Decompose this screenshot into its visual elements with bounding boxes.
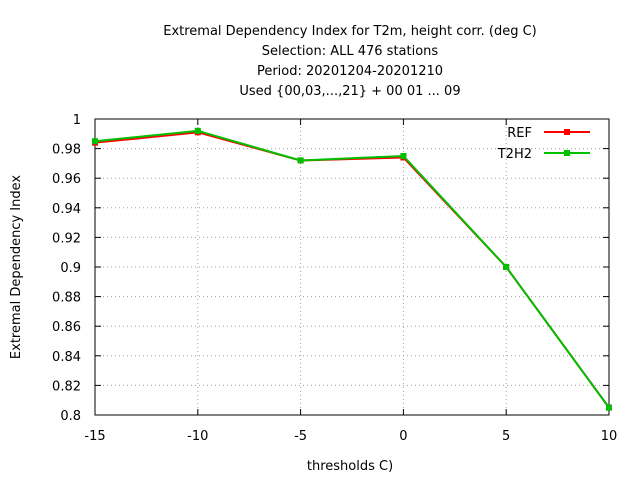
data-point-t2h2: [503, 264, 510, 270]
x-axis-label: thresholds C): [307, 459, 393, 474]
x-tick-label: 0: [399, 429, 407, 444]
y-tick-labels: 0.8 0.82 0.84 0.86 0.88 0.9 0.92 0.94 0.96 0.98 1: [52, 113, 81, 424]
y-axis-label: Extremal Dependency Index: [9, 175, 24, 359]
data-point-t2h2: [92, 138, 98, 145]
legend: REF T2H2: [497, 126, 590, 162]
title-line-0: Extremal Dependency Index for T2m, heigh…: [163, 24, 537, 39]
y-tick-label: 0.88: [52, 291, 81, 306]
data-point-t2h2: [606, 404, 612, 411]
title-line-2: Period: 20201204-20201210: [257, 64, 443, 79]
y-tick-label: 1: [73, 113, 81, 128]
x-tick-label: -5: [294, 429, 307, 444]
legend-marker-ref: [564, 129, 570, 135]
legend-label-ref: REF: [507, 126, 532, 141]
y-tick-label: 0.84: [52, 350, 81, 365]
chart-title: Extremal Dependency Index for T2m, heigh…: [163, 24, 537, 99]
y-tick-label: 0.82: [52, 379, 81, 394]
y-tick-label: 0.9: [60, 261, 81, 276]
x-tick-label: -15: [84, 429, 105, 444]
legend-label-t2h2: T2H2: [497, 147, 532, 162]
x-tick-label: 10: [601, 429, 618, 444]
axis-ticks: [94, 118, 610, 416]
y-tick-label: 0.8: [60, 409, 81, 424]
data-point-t2h2: [297, 157, 304, 164]
legend-marker-t2h2: [564, 150, 570, 156]
title-line-3: Used {00,03,...,21} + 00 01 ... 09: [239, 84, 460, 99]
y-tick-label: 0.92: [52, 231, 81, 246]
x-tick-label: 5: [502, 429, 510, 444]
grid: [95, 119, 609, 415]
x-tick-label: -10: [187, 429, 208, 444]
title-line-1: Selection: ALL 476 stations: [262, 44, 439, 59]
y-tick-label: 0.86: [52, 320, 81, 335]
series-line-ref: [94, 131, 610, 409]
y-tick-label: 0.94: [52, 202, 81, 217]
y-tick-label: 0.98: [52, 143, 81, 158]
data-point-t2h2: [194, 127, 201, 134]
series-line-t2h2: [94, 129, 610, 409]
data-point-t2h2: [400, 153, 407, 159]
x-tick-labels: -15 -10 -5 0 5 10: [84, 429, 617, 444]
series: [92, 127, 612, 411]
y-tick-label: 0.96: [52, 172, 81, 187]
